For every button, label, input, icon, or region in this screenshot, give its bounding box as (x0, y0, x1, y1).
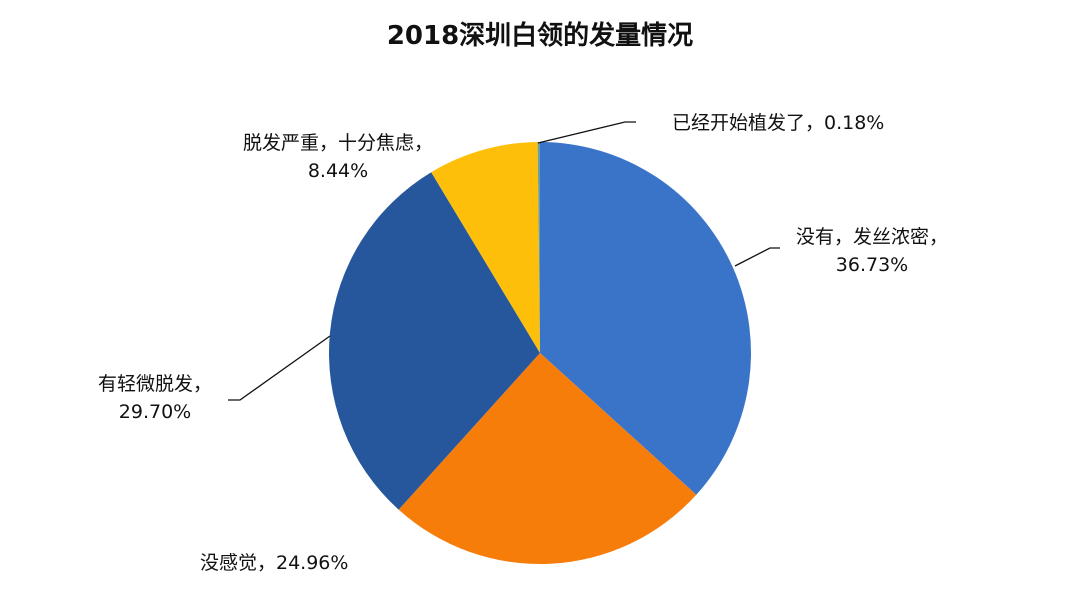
data-label: 没感觉，24.96% (200, 552, 348, 574)
pie-slice (398, 353, 697, 565)
data-label: 没有，发丝浓密， (796, 226, 948, 248)
pie-slice (431, 142, 540, 353)
data-label: 8.44% (308, 160, 368, 182)
data-label: 已经开始植发了，0.18% (672, 112, 884, 134)
data-label: 36.73% (836, 254, 908, 276)
pie-slice (329, 172, 540, 510)
data-label: 有轻微脱发， (98, 373, 212, 395)
chart-title: 2018深圳白领的发量情况 (387, 20, 693, 51)
leader-line (537, 121, 636, 144)
leader-line (228, 335, 331, 401)
pie-slice (537, 142, 540, 353)
data-label: 脱发严重，十分焦虑， (243, 132, 433, 154)
leader-line (734, 247, 780, 267)
pie-slice (540, 142, 752, 495)
data-label: 29.70% (119, 401, 191, 423)
